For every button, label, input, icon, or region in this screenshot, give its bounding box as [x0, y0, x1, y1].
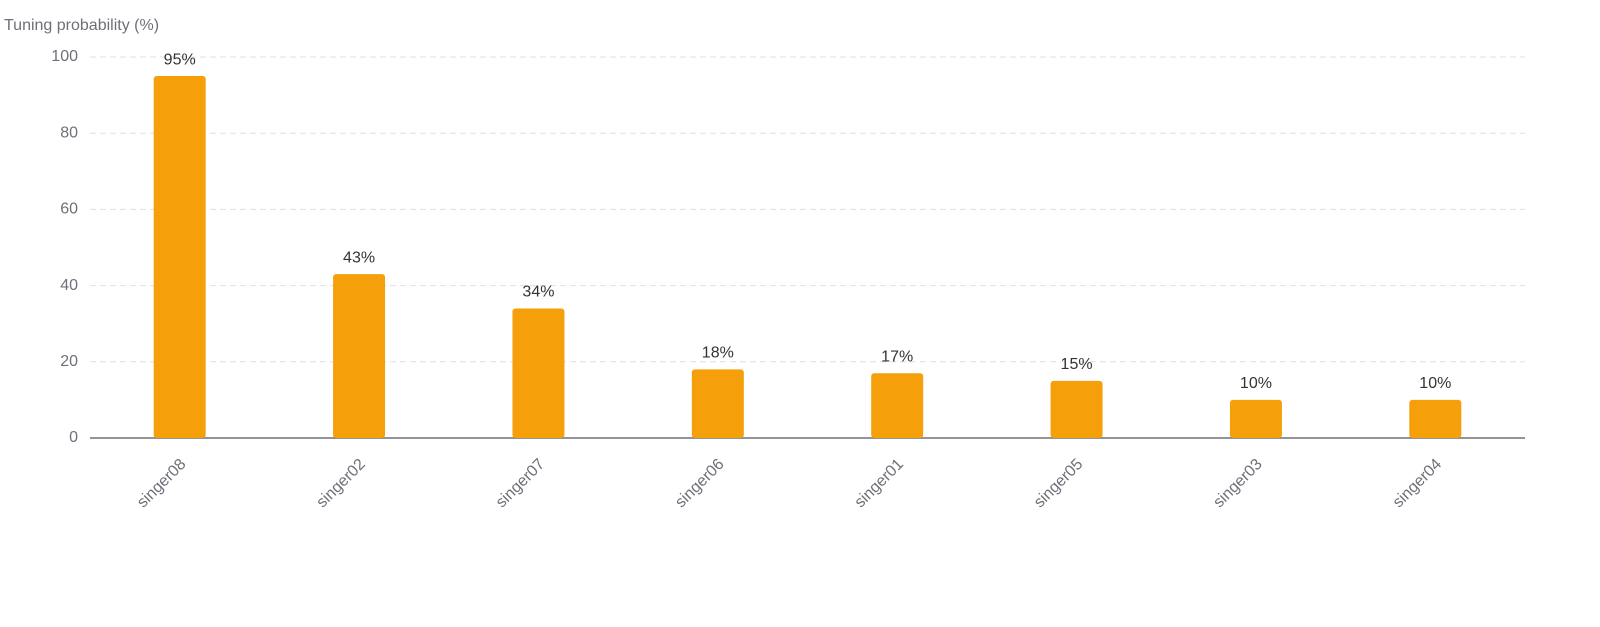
bar: [1409, 399, 1462, 438]
bar: [153, 76, 206, 439]
value-label: 34%: [522, 284, 554, 301]
value-label: 10%: [1240, 375, 1272, 392]
x-tick-label: singer03: [1210, 456, 1266, 512]
bar: [1050, 380, 1103, 438]
bar: [512, 308, 565, 438]
x-tick-label: singer05: [1031, 456, 1087, 512]
bar: [691, 369, 744, 438]
x-tick-label: singer02: [313, 456, 369, 512]
x-tick-label: singer04: [1390, 456, 1446, 512]
y-tick-label: 100: [51, 48, 78, 65]
value-label: 15%: [1061, 356, 1093, 373]
y-tick-label: 80: [60, 124, 78, 141]
bar: [871, 373, 924, 438]
x-tick-label: singer06: [672, 456, 728, 512]
x-tick-label: singer01: [852, 456, 908, 512]
x-tick-label: singer08: [134, 456, 190, 512]
value-label: 10%: [1419, 375, 1451, 392]
y-axis-title: Tuning probability (%): [4, 17, 159, 34]
bar: [1229, 399, 1282, 438]
y-tick-label: 20: [60, 353, 78, 370]
y-tick-label: 60: [60, 201, 78, 218]
y-tick-label: 40: [60, 277, 78, 294]
y-tick-label: 0: [69, 429, 78, 446]
x-tick-label: singer07: [493, 456, 549, 512]
value-label: 43%: [343, 249, 375, 266]
value-label: 18%: [702, 345, 734, 362]
bar: [333, 274, 386, 438]
value-label: 17%: [881, 348, 913, 365]
value-label: 95%: [164, 51, 196, 68]
